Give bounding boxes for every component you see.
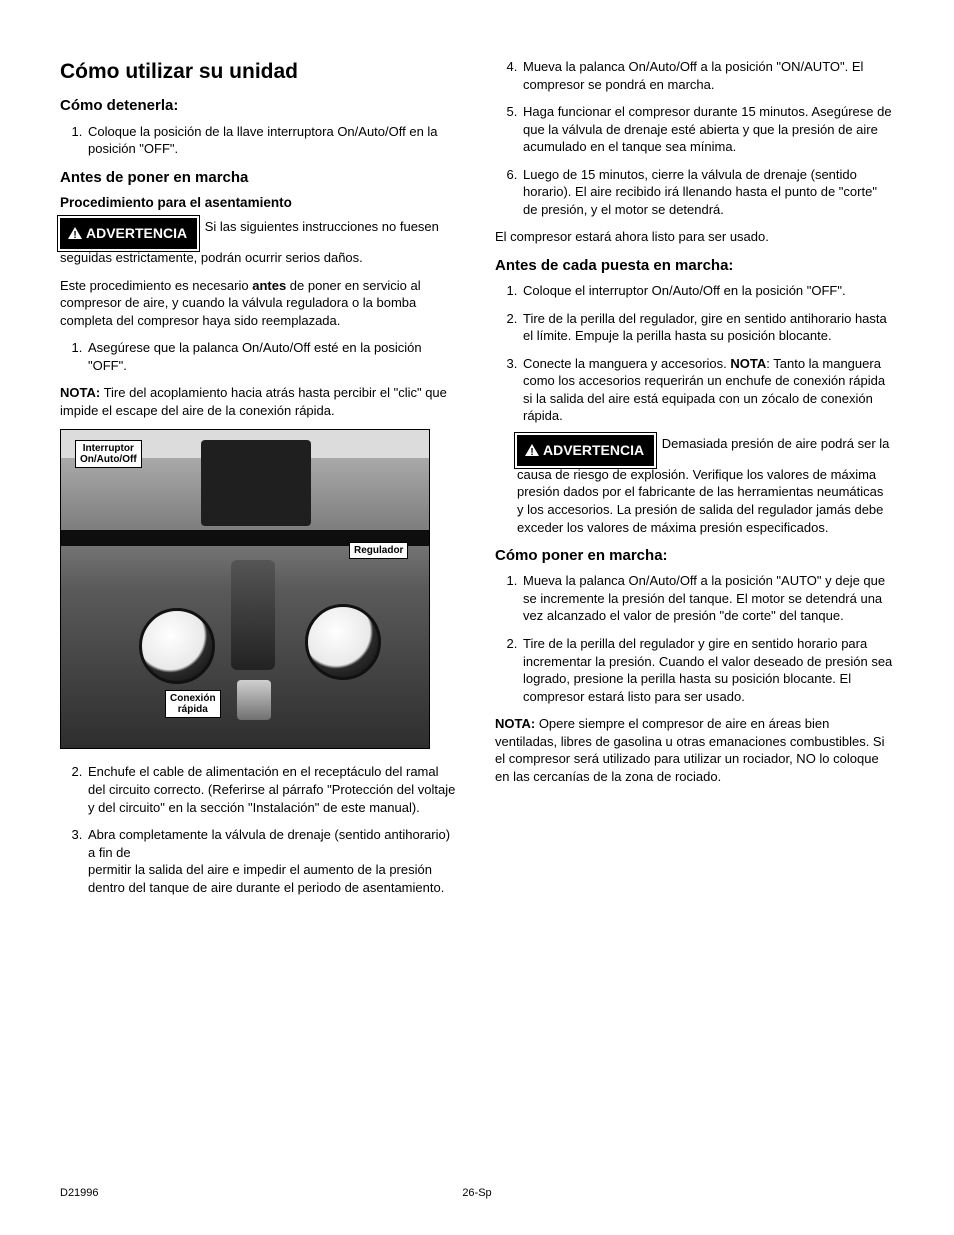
- compressor-figure: InterruptorOn/Auto/Off Regulador Conexió…: [60, 429, 430, 749]
- note-text: Opere siempre el compresor de aire en ár…: [495, 716, 885, 784]
- warning-label: ADVERTENCIA: [86, 225, 187, 241]
- procedure-intro: Este procedimiento es necesario antes de…: [60, 277, 459, 330]
- procedure-list-b: Enchufe el cable de alimentación en el r…: [60, 763, 459, 896]
- procedure-list-a: Asegúrese que la palanca On/Auto/Off est…: [60, 339, 459, 374]
- list-item: Tire de la perilla del regulador y gire …: [521, 635, 894, 705]
- note2-paragraph: NOTA: Opere siempre el compresor de aire…: [495, 715, 894, 785]
- list-item: Abra completamente la válvula de drenaje…: [86, 826, 459, 896]
- list-item: Tire de la perilla del regulador, gire e…: [521, 310, 894, 345]
- text: Conecte la manguera y accesorios.: [523, 356, 730, 371]
- heading-start: Cómo poner en marcha:: [495, 546, 894, 566]
- text: Abra completamente la válvula de drenaje…: [88, 827, 450, 860]
- svg-text:!: !: [530, 447, 533, 456]
- note-paragraph: NOTA: Tire del acoplamiento hacia atrás …: [60, 384, 459, 419]
- bold-word: antes: [252, 278, 286, 293]
- heading-before-each: Antes de cada puesta en marcha:: [495, 256, 894, 276]
- warning-badge: ! ADVERTENCIA: [60, 218, 197, 249]
- list-item: Luego de 15 minutos, cierre la válvula d…: [521, 166, 894, 219]
- list-item: Conecte la manguera y accesorios. NOTA: …: [521, 355, 894, 425]
- list-item: Mueva la palanca On/Auto/Off a la posici…: [521, 572, 894, 625]
- list-item: Enchufe el cable de alimentación en el r…: [86, 763, 459, 816]
- list-item: Mueva la palanca On/Auto/Off a la posici…: [521, 58, 894, 93]
- text: permitir la salida del aire e impedir el…: [88, 862, 444, 895]
- svg-text:!: !: [73, 230, 76, 239]
- figure-label-quick: Conexiónrápida: [165, 690, 221, 718]
- warning-block-1: ! ADVERTENCIA Si las siguientes instrucc…: [60, 218, 459, 266]
- figure-regulator: [231, 560, 275, 670]
- figure-label-switch: InterruptorOn/Auto/Off: [75, 440, 142, 468]
- warning-badge: ! ADVERTENCIA: [517, 435, 654, 466]
- before-each-list: Coloque el interruptor On/Auto/Off en la…: [495, 282, 894, 425]
- warning-icon: !: [525, 444, 539, 456]
- ready-paragraph: El compresor estará ahora listo para ser…: [495, 228, 894, 246]
- two-column-layout: Cómo utilizar su unidad Cómo detenerla: …: [60, 58, 894, 906]
- right-column: Mueva la palanca On/Auto/Off a la posici…: [495, 58, 894, 906]
- list-item: Asegúrese que la palanca On/Auto/Off est…: [86, 339, 459, 374]
- list-item: Haga funcionar el compresor durante 15 m…: [521, 103, 894, 156]
- note-label: NOTA:: [495, 716, 535, 731]
- list-item: Coloque el interruptor On/Auto/Off en la…: [521, 282, 894, 300]
- left-column: Cómo utilizar su unidad Cómo detenerla: …: [60, 58, 459, 906]
- text: Este procedimiento es necesario: [60, 278, 252, 293]
- figure-switchbox: [201, 440, 311, 526]
- warning-icon: !: [68, 227, 82, 239]
- list-item: Coloque la posición de la llave interrup…: [86, 123, 459, 158]
- heading-before-start: Antes de poner en marcha: [60, 168, 459, 188]
- warning-block-2: ! ADVERTENCIA Demasiada presión de aire …: [517, 435, 890, 536]
- figure-gauge-right: [305, 604, 381, 680]
- figure-quick-connect: [237, 680, 271, 720]
- note-label: NOTA:: [60, 385, 100, 400]
- footer-center: 26-Sp: [60, 1186, 894, 1201]
- heading-procedure: Procedimiento para el asentamiento: [60, 194, 459, 212]
- note-text: Tire del acoplamiento hacia atrás hasta …: [60, 385, 447, 418]
- bold-word: NOTA: [730, 356, 766, 371]
- procedure-list-cont: Mueva la palanca On/Auto/Off a la posici…: [495, 58, 894, 218]
- stop-list: Coloque la posición de la llave interrup…: [60, 123, 459, 158]
- page-footer: D21996 26-Sp: [60, 1186, 894, 1201]
- page-title: Cómo utilizar su unidad: [60, 58, 459, 86]
- warning-label: ADVERTENCIA: [543, 442, 644, 458]
- figure-gauge-left: [139, 608, 215, 684]
- figure-label-regulator: Regulador: [349, 542, 408, 559]
- start-list: Mueva la palanca On/Auto/Off a la posici…: [495, 572, 894, 705]
- heading-stop: Cómo detenerla:: [60, 96, 459, 116]
